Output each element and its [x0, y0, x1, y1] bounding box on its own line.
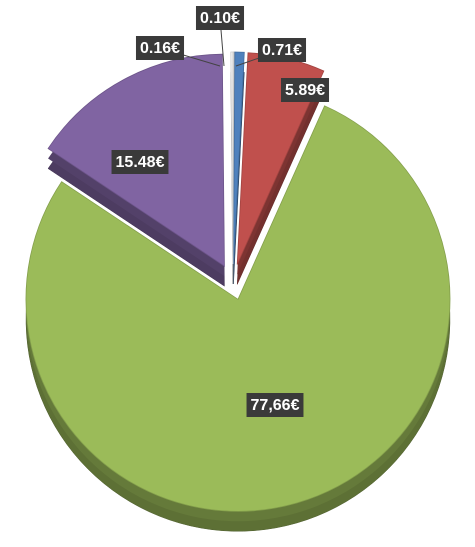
data-labels: 0.10€ 0.71€ 5.89€ 77,66€ 15.48€ 0.16€: [111, 6, 330, 417]
data-label-box: [195, 6, 245, 30]
data-label-text: 0.10€: [200, 10, 240, 27]
data-label: 77,66€: [246, 393, 304, 417]
data-label-text: 0.16€: [140, 40, 180, 57]
data-label: 0.16€: [135, 36, 185, 60]
data-label-text: 5.89€: [285, 82, 325, 99]
data-label-text: 0.71€: [262, 42, 302, 59]
data-label-box: [111, 150, 169, 174]
data-label-box: [257, 38, 307, 62]
data-label: 15.48€: [111, 150, 169, 174]
data-label-box: [280, 78, 330, 102]
data-label-text: 77,66€: [251, 397, 300, 414]
data-label-box: [246, 393, 304, 417]
slice: [233, 51, 245, 265]
slice: [230, 51, 234, 265]
data-label: 0.10€: [195, 6, 245, 30]
slice: [25, 105, 451, 512]
data-label-text: 15.48€: [116, 154, 165, 171]
data-label: 0.71€: [257, 38, 307, 62]
data-label: 5.89€: [280, 78, 330, 102]
data-label-box: [135, 36, 185, 60]
pie-tops: [25, 51, 451, 512]
